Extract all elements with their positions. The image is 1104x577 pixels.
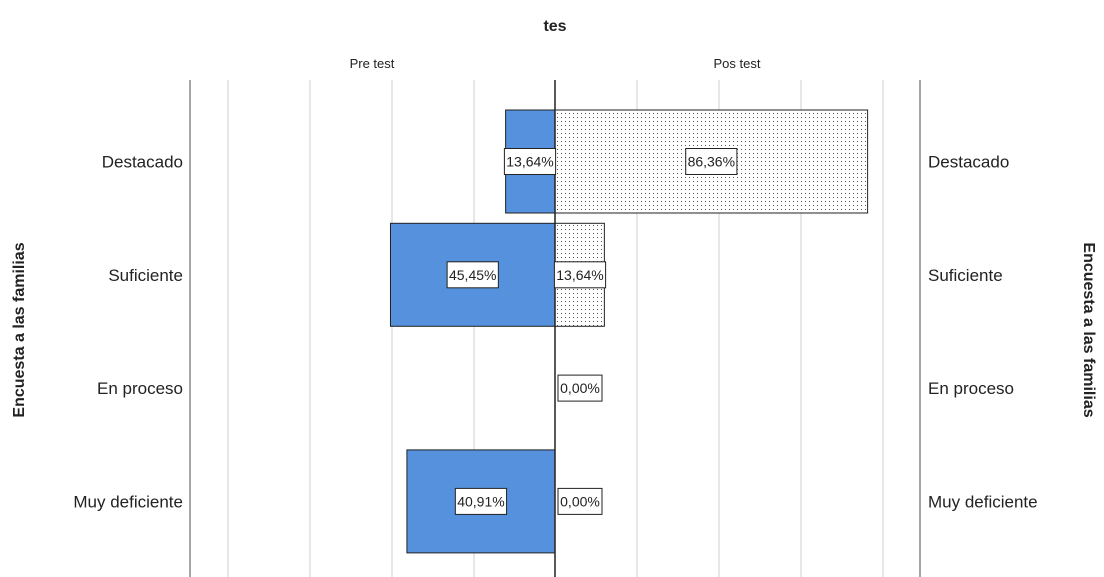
label-pos-0: 86,36% (688, 154, 735, 170)
y-axis-label-left: Encuesta a las familias (11, 242, 28, 417)
category-left-3: Muy deficiente (73, 492, 183, 511)
category-labels-right: Destacado Suficiente En proceso Muy deficie… (928, 153, 1038, 512)
category-left-1: Suficiente (108, 266, 183, 285)
label-pos-2-box (557, 374, 603, 402)
data-labels: 13,64% 86,36% 45,45% 13,64% 0,00% 40,91% 0,00% (446, 148, 738, 515)
category-right-3: Muy deficiente (928, 492, 1038, 511)
category-right-2: En proceso (928, 379, 1014, 398)
label-pre-1: 45,45% (449, 267, 496, 283)
label-pos-1-box (553, 261, 607, 289)
category-left-0: Destacado (102, 153, 183, 172)
category-left-2: En proceso (97, 379, 183, 398)
category-right-1: Suficiente (928, 266, 1003, 285)
label-pos-0-box (685, 148, 738, 175)
label-pre-3: 40,91% (457, 493, 504, 509)
category-right-0: Destacado (928, 153, 1009, 172)
y-axis-label-right: Encuesta a las familias (1080, 242, 1097, 417)
label-pos-3: 0,00% (560, 493, 600, 509)
label-pos-2: 0,00% (560, 380, 600, 396)
label-pre-3-box (454, 487, 508, 515)
label-pre-0: 13,64% (506, 154, 553, 170)
bars-pre-test (389, 109, 556, 554)
label-pre-1-box (446, 261, 499, 289)
label-pre-0-box (503, 148, 557, 175)
label-pos-1: 13,64% (556, 267, 603, 283)
panel-label-pre: Pre test (350, 56, 395, 71)
bars-pos-test (554, 109, 869, 327)
panel-label-pos: Pos test (714, 56, 761, 71)
category-labels-left: Destacado Suficiente En proceso Muy deficie… (73, 153, 183, 512)
label-pos-3-box (557, 487, 603, 515)
chart-title: tes (543, 18, 566, 35)
